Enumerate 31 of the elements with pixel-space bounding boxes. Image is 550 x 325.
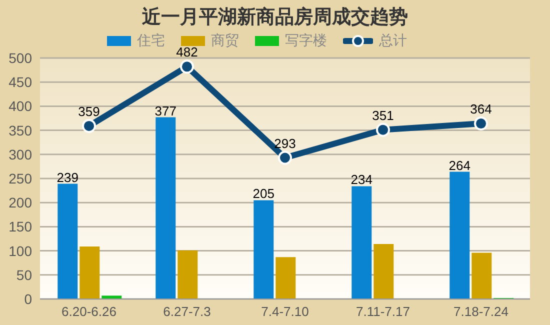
y-tick-label: 50 bbox=[16, 266, 32, 283]
y-tick-label: 200 bbox=[8, 194, 32, 211]
legend-label: 总计 bbox=[379, 32, 407, 50]
data-label: 377 bbox=[154, 103, 176, 118]
y-tick-label: 0 bbox=[24, 290, 32, 307]
x-tick-label: 7.4-7.10 bbox=[261, 304, 309, 320]
legend-label: 住宅 bbox=[137, 32, 165, 50]
data-label: 351 bbox=[372, 108, 394, 123]
y-tick-label: 500 bbox=[8, 50, 32, 66]
data-label: 364 bbox=[470, 102, 492, 117]
data-label: 482 bbox=[176, 44, 198, 60]
y-tick-label: 450 bbox=[8, 74, 32, 90]
chart-title: 近一月平湖新商品房周成交趋势 bbox=[141, 5, 409, 30]
x-tick-label: 7.18-7.24 bbox=[454, 304, 508, 320]
data-label: 234 bbox=[350, 172, 372, 188]
y-tick-label: 400 bbox=[8, 98, 32, 114]
y-tick-label: 300 bbox=[8, 146, 32, 162]
y-tick-label: 150 bbox=[8, 218, 32, 235]
x-tick-label: 6.27-7.3 bbox=[163, 304, 211, 320]
data-label: 239 bbox=[56, 170, 78, 185]
data-label: 264 bbox=[448, 158, 470, 173]
data-label: 205 bbox=[252, 186, 274, 202]
data-label: 359 bbox=[78, 104, 100, 119]
data-label: 293 bbox=[274, 136, 296, 151]
y-tick-label: 100 bbox=[8, 242, 32, 259]
y-tick-label: 250 bbox=[8, 170, 32, 186]
y-tick-label: 350 bbox=[8, 122, 32, 138]
x-tick-label: 6.20-6.26 bbox=[62, 304, 116, 320]
x-tick-label: 7.11-7.17 bbox=[356, 304, 410, 320]
legend-label: 写字楼 bbox=[285, 32, 327, 50]
legend-label: 商贸 bbox=[211, 32, 239, 50]
